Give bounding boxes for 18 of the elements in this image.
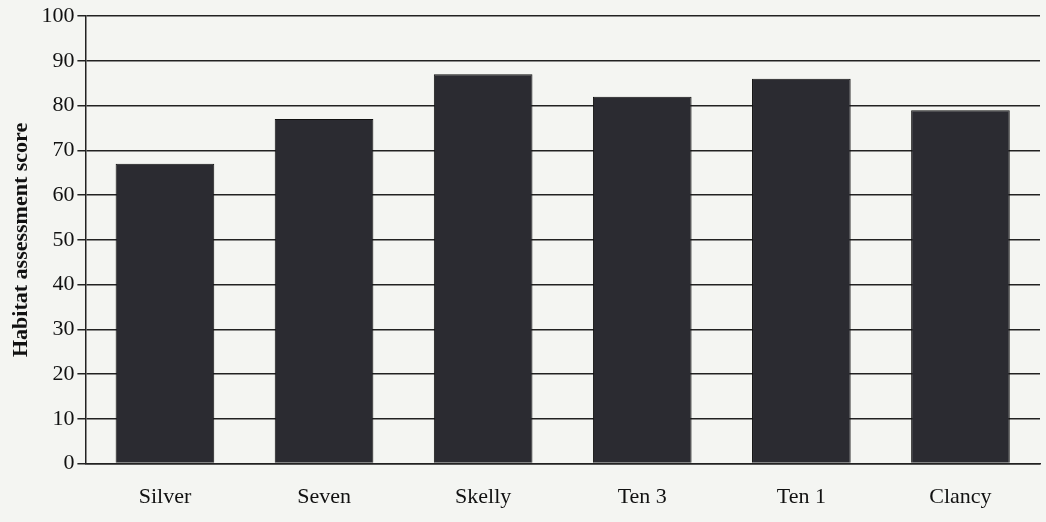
- y-tick-label: 90: [52, 46, 75, 72]
- y-tick-label: 0: [63, 449, 75, 475]
- x-tick-label: Ten 1: [776, 482, 826, 508]
- y-tick-label: 20: [52, 359, 75, 385]
- y-tick-label: 100: [41, 1, 75, 27]
- y-axis-title: Habitat assessment score: [6, 122, 32, 358]
- y-tick-label: 50: [52, 225, 75, 251]
- y-tick-label: 10: [52, 404, 75, 430]
- x-tick-label: Silver: [138, 482, 192, 508]
- y-tick-label: 30: [52, 315, 75, 341]
- y-tick-label: 80: [52, 91, 75, 117]
- x-tick-label: Ten 3: [617, 482, 667, 508]
- y-tick-label: 60: [52, 180, 75, 206]
- x-tick-label: Clancy: [929, 482, 992, 508]
- x-tick-label: Skelly: [455, 482, 512, 508]
- x-tick-label: Seven: [297, 482, 351, 508]
- y-tick-label: 70: [52, 136, 75, 162]
- y-tick-label: 40: [52, 270, 75, 296]
